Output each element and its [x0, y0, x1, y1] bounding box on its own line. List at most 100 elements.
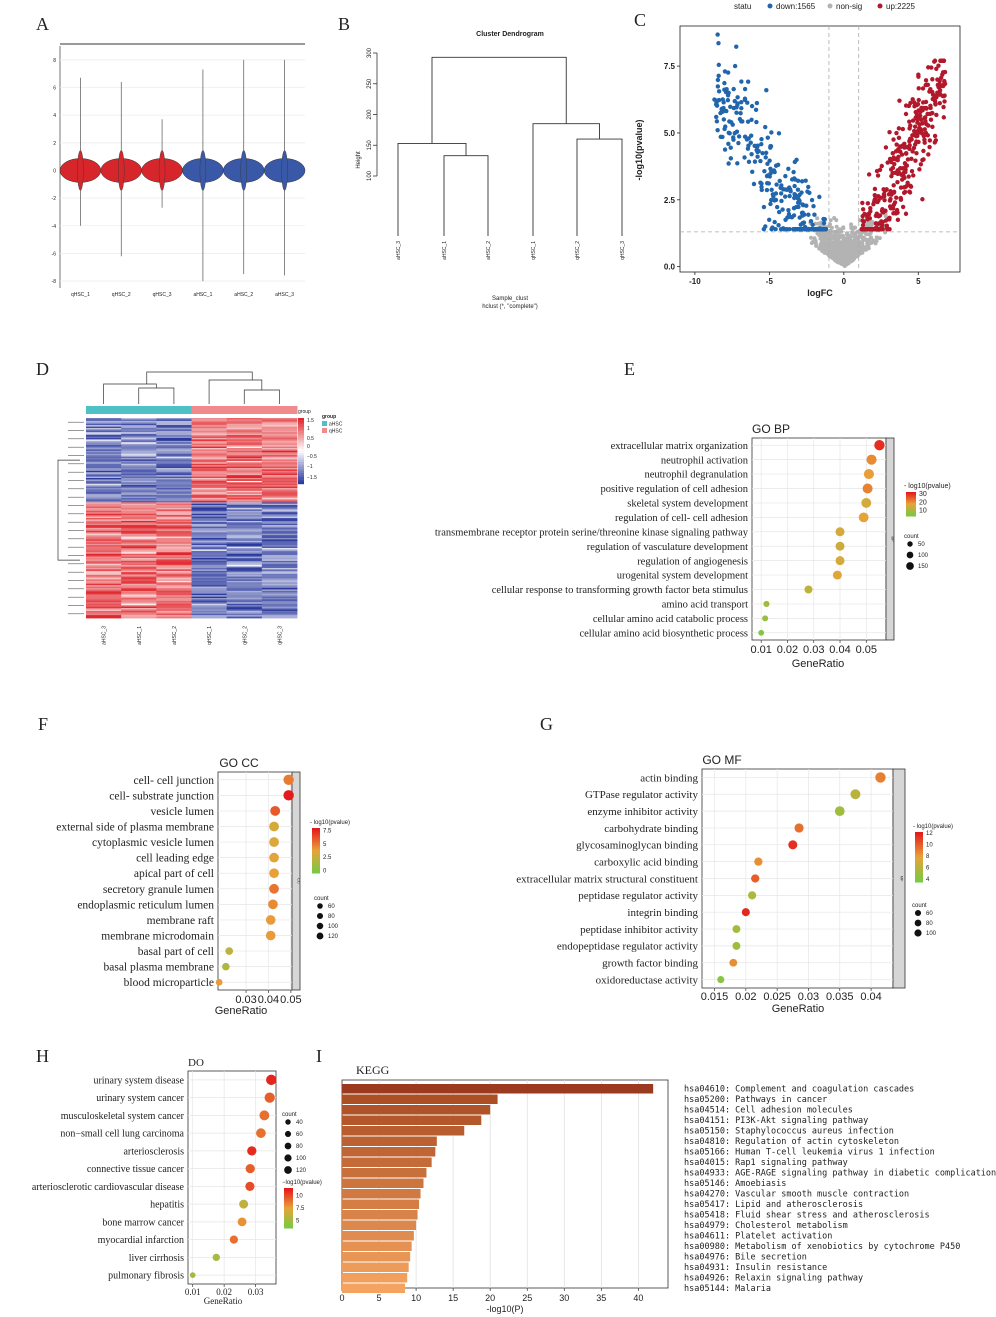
color-legend-tick: 5 [323, 842, 327, 848]
color-legend-title: - log10(pvalue) [913, 824, 953, 830]
size-legend-marker [914, 929, 922, 937]
heatmap-cell [191, 616, 228, 619]
heatmap-cell [191, 555, 228, 557]
down-point [799, 179, 805, 184]
heatmap-cell [121, 509, 157, 512]
x-tick-label: 0.01 [750, 644, 771, 656]
heatmap-cell [156, 445, 192, 447]
down-point [821, 221, 827, 226]
heatmap-cell [191, 438, 228, 440]
size-legend-marker [906, 551, 914, 559]
up-point [920, 86, 926, 91]
term-label: carboxylic acid binding [594, 857, 698, 869]
up-point [895, 179, 900, 185]
non-sig-point [864, 232, 869, 237]
heatmap-cell [86, 592, 122, 595]
color-legend-swatch [915, 867, 923, 870]
non-sig-point [855, 253, 860, 258]
up-point [925, 133, 930, 138]
x-tick-label: qHSC_2 [112, 292, 131, 298]
heatmap-cell [86, 522, 122, 525]
heatmap-cell [121, 573, 157, 576]
non-sig-point [841, 226, 846, 231]
heatmap-cell [156, 573, 192, 576]
heatmap-cell [226, 563, 263, 566]
up-point [929, 65, 934, 70]
heatmap-cell [226, 535, 263, 537]
heatmap-cell [226, 589, 263, 592]
heatmap-cell [86, 528, 122, 530]
bar-mark [342, 1157, 432, 1167]
heatmap-cell [226, 600, 263, 603]
color-legend-swatch [906, 502, 916, 504]
heatmap-cell [121, 566, 157, 569]
panel-b: Cluster Dendrogram100150200250300Heighta… [356, 31, 626, 310]
heatmap-cell [121, 552, 157, 555]
up-point [931, 96, 937, 101]
heatmap-cell [121, 479, 157, 482]
heatmap-cell [86, 503, 122, 506]
scale-swatch [298, 477, 304, 480]
down-point [776, 222, 781, 228]
size-legend-marker [285, 1119, 291, 1125]
heatmap-cell [226, 553, 263, 556]
heatmap-cell [226, 519, 263, 522]
x-axis-title: GeneRatio [792, 658, 845, 670]
heatmap-cell [156, 543, 192, 546]
heatmap-cell [226, 420, 263, 423]
up-point [920, 197, 925, 202]
heatmap-cell [261, 516, 298, 519]
heatmap-cell [121, 478, 157, 480]
heatmap-cell [226, 603, 263, 606]
down-point [745, 119, 751, 124]
size-legend-label: 50 [918, 542, 925, 548]
non-sig-point [820, 243, 825, 248]
non-sig-point [852, 233, 857, 238]
heatmap-cell [86, 475, 122, 477]
heatmap-cell [156, 448, 192, 450]
heatmap-cell [261, 455, 298, 457]
heatmap-cell [156, 565, 192, 567]
dot-mark [269, 837, 279, 847]
bar-mark [342, 1241, 412, 1251]
color-legend-tick: 10 [296, 1194, 303, 1200]
heatmap-cell [261, 558, 298, 560]
term-label: external side of plasma membrane [56, 822, 214, 834]
heatmap-cell [86, 476, 122, 479]
color-legend-swatch [312, 869, 320, 872]
size-legend-label: 100 [296, 1156, 307, 1162]
y-tick-label: 100 [367, 170, 373, 181]
non-sig-point [849, 222, 854, 227]
heatmap-cell [156, 506, 192, 509]
color-legend-swatch [312, 867, 320, 870]
heatmap-cell [121, 498, 157, 500]
heatmap-cell [191, 433, 228, 436]
non-sig-point [816, 221, 821, 226]
x-tick-label: 35 [596, 1293, 606, 1303]
color-legend-swatch [312, 848, 320, 851]
down-point [732, 131, 737, 136]
dot-mark [732, 925, 741, 934]
down-point [773, 163, 779, 168]
dot-mark [835, 556, 845, 566]
dot-mark [270, 805, 281, 816]
up-point [897, 98, 902, 103]
heatmap-cell [261, 609, 298, 612]
down-point [768, 201, 773, 207]
down-point [800, 202, 806, 208]
heatmap-cell [191, 489, 228, 492]
heatmap-cell [156, 579, 192, 582]
heatmap-cell [156, 610, 192, 613]
up-point [894, 195, 899, 200]
size-legend-label: 120 [296, 1168, 307, 1174]
heatmap-cell [191, 458, 228, 460]
heatmap-cell [261, 499, 298, 502]
dot-mark [858, 512, 869, 523]
term-label: basal part of cell [138, 946, 214, 958]
heatmap-cell [226, 546, 263, 549]
heatmap-cell [191, 466, 228, 469]
heatmap-cell [121, 433, 157, 436]
color-legend-swatch [284, 1214, 293, 1217]
heatmap-cell [226, 580, 263, 583]
dendrogram-link [431, 56, 567, 144]
